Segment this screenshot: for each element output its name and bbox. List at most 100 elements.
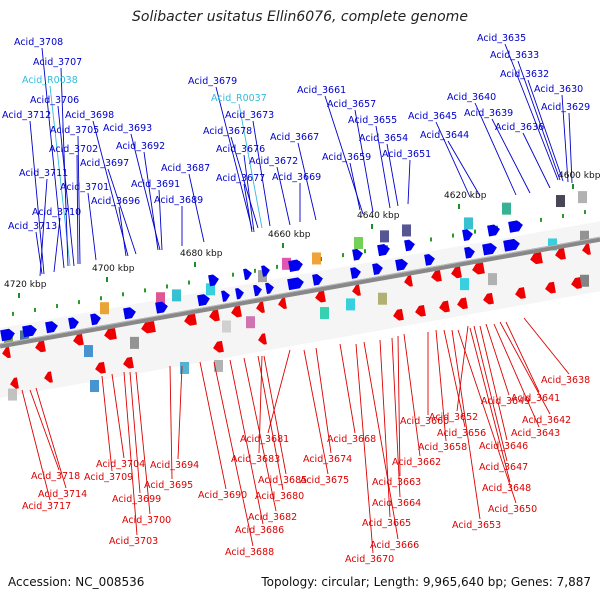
feature-block [578,191,587,204]
reverse-gene-arrow-shape [315,290,326,303]
reverse-gene-label: Acid_3648 [482,483,531,494]
gene-label-layer: Acid_3635 Acid_3633 Acid_3632 Acid_3630 Acid… [2,33,590,565]
feature-block [354,236,363,249]
reverse-gene-arrow [231,305,242,318]
forward-gene-arrow [90,313,101,326]
reverse-gene-label: Acid_3714 [38,489,87,500]
reverse-label-connector [35,387,67,489]
feature-block [502,202,511,215]
forward-label-connector [158,189,163,251]
reverse-gene-arrow [483,292,494,305]
forward-gene-label: Acid_3673 [225,110,274,121]
reverse-gene-arrow [439,300,450,313]
forward-gene-arrow [155,301,168,314]
reverse-gene-arrow-shape [439,300,450,313]
forward-label-connector [57,105,75,267]
reverse-gene-label: Acid_3695 [144,480,193,491]
reverse-gene-label: Acid_3643 [511,428,560,439]
forward-gene-arrow-shape [243,268,252,280]
minor-tick [254,268,256,273]
reverse-label-connector [129,371,141,494]
reverse-gene-label: Acid_3709 [84,472,133,483]
minor-tick [144,288,146,293]
reverse-label-connector [451,329,481,520]
forward-gene-label: Acid_3629 [541,102,590,113]
reverse-label-connector [473,325,508,462]
reverse-gene-label: Acid_3690 [198,490,247,501]
feature-block [402,224,411,237]
forward-gene-label: Acid_3640 [447,92,496,103]
reverse-gene-arrow-shape [123,356,134,369]
minor-tick [188,280,190,285]
forward-gene-arrow [123,307,136,320]
reverse-gene-label: Acid_3703 [109,536,158,547]
scale-label: 4640 kbp [357,211,400,221]
reverse-label-connector [403,333,421,457]
scale-label: 4720 kbp [4,280,47,290]
forward-gene-arrow [261,265,270,277]
feature-block [320,307,329,320]
forward-gene-arrow-shape [487,224,500,237]
forward-gene-arrow-shape [377,244,390,257]
minor-tick [100,296,102,301]
reverse-gene-label: Acid_3658 [418,442,467,453]
reverse-gene-label: Acid_3653 [452,520,501,531]
feature-block [258,270,267,283]
reverse-gene-arrow-shape [95,361,106,374]
feature-block [214,359,223,372]
feature-block [206,283,215,296]
minor-tick [232,272,234,277]
forward-gene-arrow-shape [235,288,244,300]
forward-gene-arrow [45,321,58,334]
reverse-gene-arrow-shape [415,304,426,317]
forward-label-connector [527,79,564,182]
feature-block [548,238,557,251]
forward-gene-label: Acid_3667 [270,132,319,143]
scale-tick [282,243,284,248]
reverse-label-connector [493,323,540,428]
forward-gene-label: Acid_3672 [249,156,298,167]
reverse-label-connector [523,317,570,375]
forward-gene-label: Acid_3693 [103,123,152,134]
reverse-label-connector [457,329,517,504]
reverse-gene-arrow-shape [2,346,11,359]
reverse-gene-arrow [104,327,117,341]
scale-label: 4700 kbp [92,264,135,274]
forward-gene-arrow [312,273,323,286]
feature-block [580,274,589,287]
reverse-gene-label: Acid_3683 [231,454,280,465]
forward-gene-label: Acid_3711 [19,168,68,179]
feature-block [246,316,255,329]
forward-gene-arrow-shape [424,254,435,266]
forward-gene-arrow-shape [352,248,363,261]
forward-gene-arrow [503,238,520,252]
reverse-label-connector [499,321,551,415]
forward-gene-arrow-shape [123,307,136,320]
reverse-gene-label: Acid_3680 [255,491,304,502]
forward-gene-arrow-shape [404,239,415,252]
forward-gene-arrow [288,259,303,272]
forward-label-connector [41,47,65,269]
minor-tick [364,249,366,254]
reverse-gene-arrow [184,313,197,326]
scale-label: 4600 kbp [558,171,600,181]
reverse-gene-arrow-shape [515,287,526,299]
reverse-label-connector [339,343,356,434]
forward-label-connector [561,94,569,183]
reverse-gene-label: Acid_3682 [248,512,297,523]
forward-gene-arrow-shape [0,328,15,342]
feature-block [380,230,389,243]
reverse-gene-label: Acid_3685 [258,475,307,486]
forward-label-connector [435,121,471,198]
forward-gene-arrow-shape [462,229,473,241]
reverse-gene-arrow-shape [141,321,156,334]
forward-gene-label: Acid_3701 [60,182,109,193]
feature-block [580,230,589,243]
genome-summary: Topology: circular; Length: 9,965,640 bp… [261,575,591,589]
forward-gene-arrow [0,328,15,342]
reverse-gene-label: Acid_3663 [372,477,421,488]
minor-tick [122,292,124,297]
forward-label-connector [354,109,374,213]
forward-gene-arrow [68,317,79,330]
reverse-label-connector [263,355,287,475]
